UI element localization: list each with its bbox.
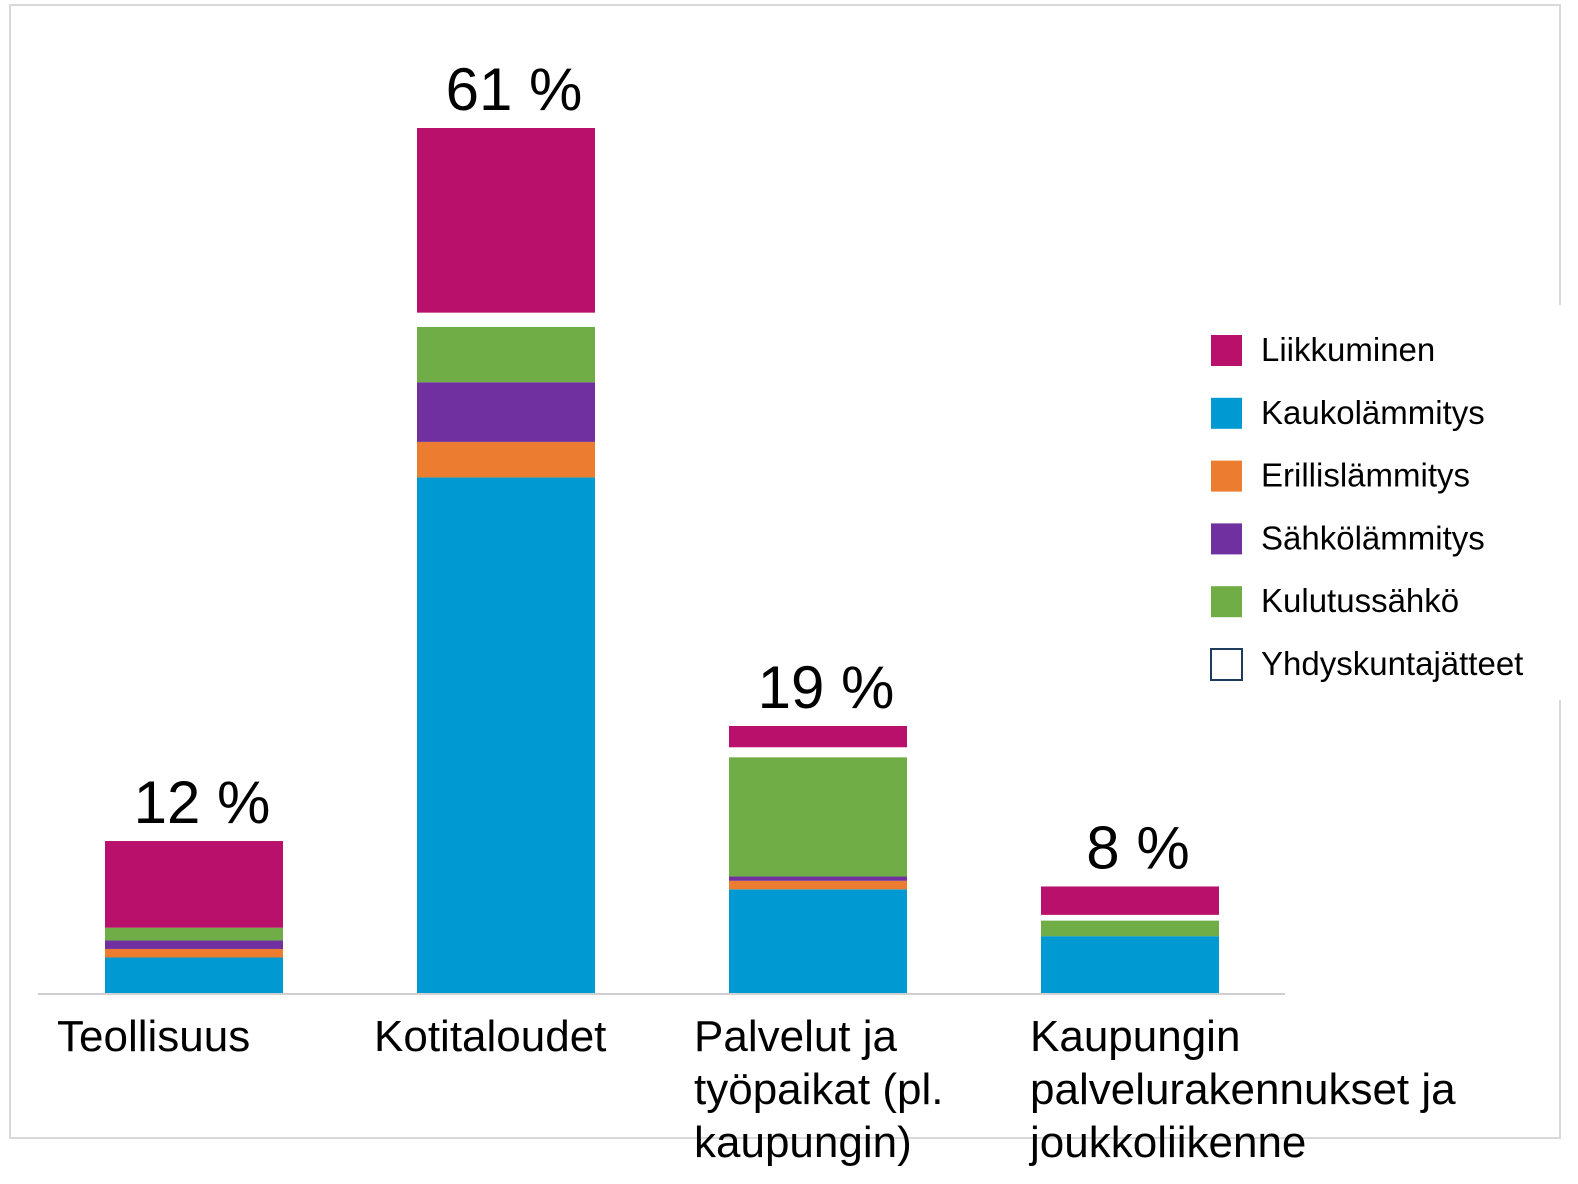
bar-segment: [105, 957, 283, 993]
bar-segment: [1041, 921, 1219, 937]
bar-segment: [1041, 915, 1219, 921]
bar-segment: [729, 877, 907, 881]
bar-segment: [1041, 886, 1219, 914]
total-label: 12 %: [134, 769, 271, 836]
total-label: 19 %: [758, 654, 895, 721]
total-label: 8 %: [1086, 814, 1189, 881]
chart-canvas: 12 % 61 % 19 % 8 % Liikkuminen Kaukolämmitys E…: [0, 0, 1578, 1184]
bar-segment: [417, 327, 595, 382]
legend-label: Yhdyskuntajätteet: [1261, 645, 1523, 682]
legend-swatch: [1211, 586, 1242, 617]
category-label: Palvelut ja työpaikat (pl. kaupungin): [694, 1010, 994, 1169]
bar-segment: [729, 889, 907, 993]
bar-segment: [417, 382, 595, 442]
bar-segment: [105, 841, 283, 928]
category-label: Kaupungin palvelurakennukset ja joukkoli…: [1030, 1010, 1510, 1169]
legend-swatch: [1211, 398, 1242, 429]
legend-swatch: [1211, 523, 1242, 554]
legend-label: Kulutussähkö: [1261, 582, 1459, 619]
legend-swatch: [1211, 649, 1242, 680]
category-label: Teollisuus: [57, 1010, 387, 1063]
bar-segment: [105, 940, 283, 949]
bar-segment: [417, 477, 595, 993]
bar-segment: [417, 128, 595, 313]
bar-segment: [105, 949, 283, 958]
bar-segment: [729, 881, 907, 890]
legend-label: Liikkuminen: [1261, 331, 1435, 368]
bar-segment: [729, 757, 907, 876]
total-label: 61 %: [446, 56, 583, 123]
bar-segment: [1041, 936, 1219, 993]
legend-label: Kaukolämmitys: [1261, 394, 1485, 431]
legend-swatch: [1211, 335, 1242, 366]
legend-label: Sähkölämmitys: [1261, 519, 1485, 556]
legend-label: Erillislämmitys: [1261, 457, 1470, 494]
bar-segment: [417, 313, 595, 327]
legend-swatch: [1211, 461, 1242, 492]
bar-segment: [729, 747, 907, 757]
chart: 12 % 61 % 19 % 8 % Liikkuminen Kaukolämmitys E…: [0, 0, 1578, 1184]
bar-segment: [105, 928, 283, 941]
category-label: Kotitaloudet: [374, 1010, 674, 1063]
bar-segment: [417, 442, 595, 478]
bar-segment: [729, 726, 907, 747]
